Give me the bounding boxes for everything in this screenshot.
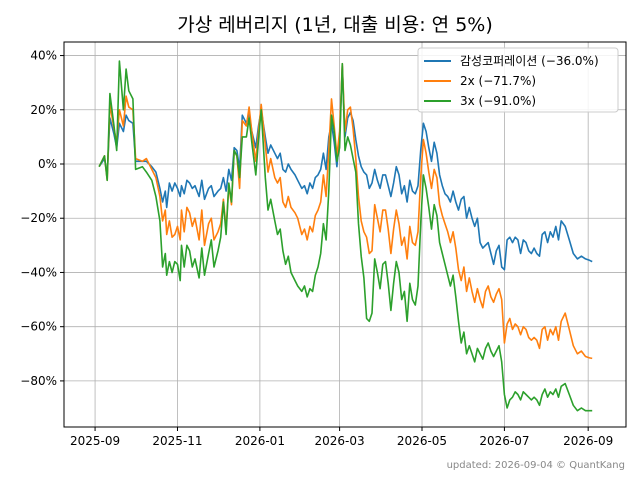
x-tick-label: 2025-11 bbox=[152, 434, 202, 448]
legend: 감성코퍼레이션 (−36.0%) 2x (−71.7%) 3x (−91.0%) bbox=[417, 47, 619, 113]
grid bbox=[64, 42, 626, 427]
x-tick-label: 2025-09 bbox=[70, 434, 120, 448]
legend-label: 3x (−91.0%) bbox=[460, 94, 536, 108]
y-tick-label: −60% bbox=[20, 320, 57, 334]
chart-title: 가상 레버리지 (1년, 대출 비용: 연 5%) bbox=[177, 14, 493, 36]
plot-frame bbox=[63, 41, 627, 428]
series-line-2 bbox=[98, 60, 593, 412]
series-line-0 bbox=[98, 65, 593, 271]
y-tick-label: 20% bbox=[30, 103, 57, 117]
legend-label: 감성코퍼레이션 (−36.0%) bbox=[460, 54, 599, 68]
series-line-1 bbox=[98, 62, 593, 360]
y-tick-label: −80% bbox=[20, 374, 57, 388]
footer-note: updated: 2026-09-04 © QuantKang bbox=[447, 460, 625, 471]
y-tick-label: −20% bbox=[20, 211, 57, 225]
y-tick-label: −40% bbox=[20, 265, 57, 279]
legend-box bbox=[417, 47, 619, 113]
x-tick-label: 2026-09 bbox=[563, 434, 613, 448]
x-tick-label: 2026-07 bbox=[479, 434, 529, 448]
legend-label: 2x (−71.7%) bbox=[460, 74, 536, 88]
y-axis-ticks: 40% 20% 0% −20% −40% −60% −80% bbox=[20, 49, 64, 388]
series-lines bbox=[98, 60, 593, 412]
y-tick-label: 0% bbox=[38, 157, 57, 171]
x-axis-ticks: 2025-09 2025-11 2026-01 2026-03 2026-05 2026-… bbox=[70, 427, 613, 448]
x-tick-label: 2026-05 bbox=[397, 434, 447, 448]
x-tick-label: 2026-01 bbox=[235, 434, 285, 448]
x-tick-label: 2026-03 bbox=[315, 434, 365, 448]
y-tick-label: 40% bbox=[30, 49, 57, 63]
